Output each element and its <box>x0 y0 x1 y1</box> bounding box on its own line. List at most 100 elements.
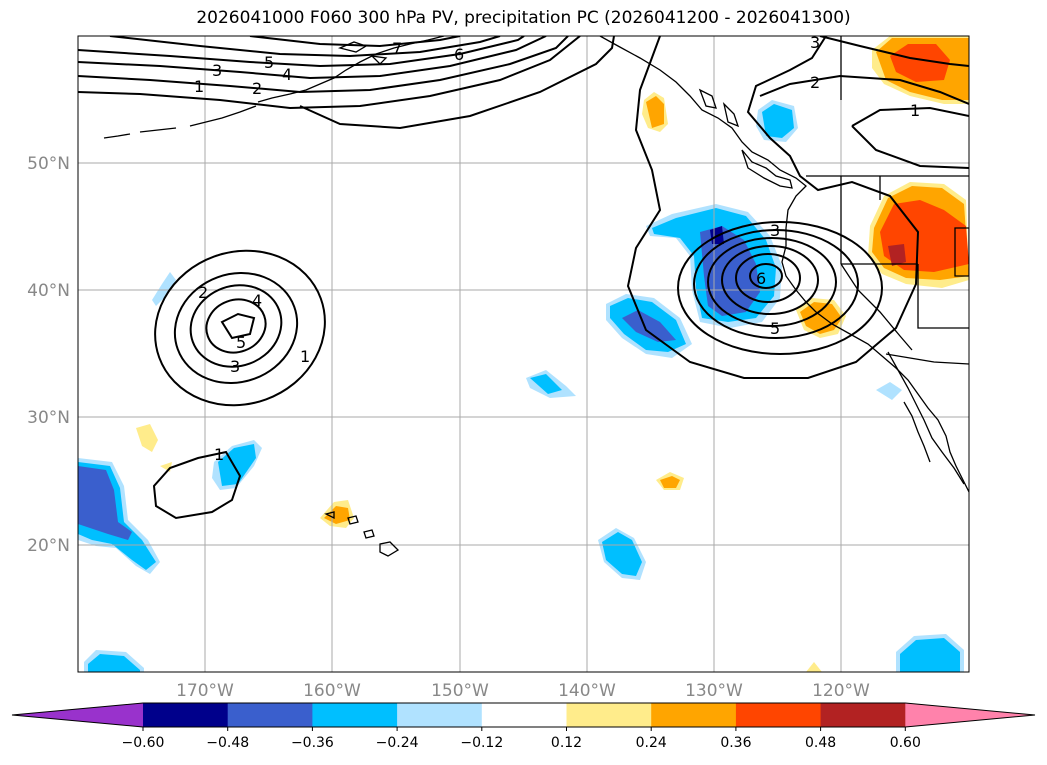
contour-line <box>721 245 819 315</box>
contour-label: 7 <box>392 39 402 58</box>
contour-line <box>78 36 581 110</box>
lon-label: 120°W <box>812 681 870 701</box>
precip-area <box>136 424 158 452</box>
contour-label: 3 <box>230 357 240 376</box>
precip-area <box>900 638 960 672</box>
contour-label: 5 <box>264 53 274 72</box>
colorbar-segment <box>566 703 652 727</box>
contour-line <box>78 36 569 94</box>
contour-labels: 2 4 5 3 1 1 7 6 5 4 3 2 1 3 6 5 3 2 1 <box>194 33 920 464</box>
contour-line <box>819 36 969 67</box>
lon-label: 140°W <box>558 681 616 701</box>
lon-label: 170°W <box>176 681 234 701</box>
colorbar-tick-label: 0.48 <box>805 735 836 751</box>
colorbar-tick-label: −0.24 <box>376 735 419 751</box>
colorbar-segment <box>227 703 313 727</box>
gridlines <box>78 36 969 672</box>
contour-label: 5 <box>236 333 246 352</box>
contour-line <box>78 36 547 80</box>
contour-label: 2 <box>810 73 820 92</box>
colorbar-segment <box>651 703 737 727</box>
colorbar-extend-min <box>12 703 143 727</box>
contour-label: 4 <box>282 65 292 84</box>
contour-label: 1 <box>214 445 224 464</box>
lat-label: 20°N <box>27 536 70 556</box>
colorbar-segment <box>397 703 483 727</box>
contour-label: 2 <box>252 79 262 98</box>
contour-line <box>173 272 299 384</box>
contour-label: 3 <box>810 33 820 52</box>
precip-area <box>530 374 562 394</box>
lat-label: 40°N <box>27 281 70 301</box>
contour-line <box>851 106 969 127</box>
colorbar: −0.60 −0.48 −0.36 −0.24 −0.12 0.12 0.24 0.36 0.4… <box>11 702 1036 751</box>
contour-line <box>851 125 969 169</box>
contour-line <box>78 36 525 68</box>
contour-label: 1 <box>300 347 310 366</box>
colorbar-tick-label: 0.36 <box>720 735 751 751</box>
lon-label: 150°W <box>431 681 489 701</box>
lat-label: 30°N <box>27 408 70 428</box>
contour-line <box>735 253 801 303</box>
precip-area <box>152 272 176 306</box>
precip-area <box>762 104 794 138</box>
contour-line <box>152 450 242 520</box>
map-title: 2026041000 F060 300 hPa PV, precipitatio… <box>196 8 851 28</box>
contour-label: 4 <box>252 291 262 310</box>
precip-area <box>890 44 950 82</box>
contour-line <box>154 249 326 407</box>
contour-label: 1 <box>194 77 204 96</box>
colorbar-segment <box>481 703 567 727</box>
map-panel: 2 4 5 3 1 1 7 6 5 4 3 2 1 3 6 5 3 2 1 <box>78 33 969 672</box>
lon-label: 130°W <box>685 681 743 701</box>
colorbar-tick-label: −0.36 <box>291 735 334 751</box>
colorbar-extend-max <box>905 703 1035 727</box>
contour-label: 3 <box>770 221 780 240</box>
pv-contours <box>78 36 969 520</box>
colorbar-segment <box>820 703 906 727</box>
colorbar-tick-label: 0.60 <box>890 735 921 751</box>
precip-area <box>806 662 822 672</box>
coastlines <box>103 36 969 557</box>
contour-label: 3 <box>212 61 222 80</box>
lat-labels: 50°N 40°N 30°N 20°N <box>27 154 70 556</box>
colorbar-segment <box>143 703 229 727</box>
contour-label: 2 <box>198 283 208 302</box>
contour-line <box>749 263 783 289</box>
lon-label: 160°W <box>303 681 361 701</box>
contour-line <box>249 36 461 48</box>
contour-line <box>707 237 837 327</box>
lon-labels: 170°W 160°W 150°W 140°W 130°W 120°W <box>176 681 870 701</box>
colorbar-segment <box>312 703 398 727</box>
precip-area <box>660 476 680 488</box>
us-mexico-border <box>885 353 969 365</box>
precip-area <box>88 654 140 672</box>
colorbar-segment <box>735 703 822 727</box>
contour-line <box>626 36 920 379</box>
precip-area <box>78 466 132 540</box>
precip-area <box>324 506 350 524</box>
contour-line <box>677 221 883 355</box>
contour-line <box>759 74 969 105</box>
baja-coast <box>887 351 965 485</box>
contour-line <box>109 36 501 58</box>
contour-line <box>220 312 256 340</box>
contour-line <box>693 229 859 339</box>
contour-line <box>189 284 283 368</box>
contour-label: 1 <box>910 101 920 120</box>
contour-label: 6 <box>454 45 464 64</box>
north-america-coast <box>599 36 969 493</box>
contour-label: 5 <box>770 319 780 338</box>
colorbar-tick-label: −0.60 <box>122 735 165 751</box>
hawaii-islands <box>379 541 400 557</box>
precip-area <box>602 532 642 576</box>
lat-label: 50°N <box>27 154 70 174</box>
colorbar-tick-label: −0.12 <box>460 735 503 751</box>
colorbar-tick-label: −0.48 <box>206 735 249 751</box>
precip-area <box>646 96 664 128</box>
contour-line <box>299 36 615 130</box>
map-frame <box>77 35 970 673</box>
precip-area <box>800 302 842 334</box>
colorbar-tick-label: 0.12 <box>551 735 582 751</box>
contour-line <box>205 298 267 354</box>
